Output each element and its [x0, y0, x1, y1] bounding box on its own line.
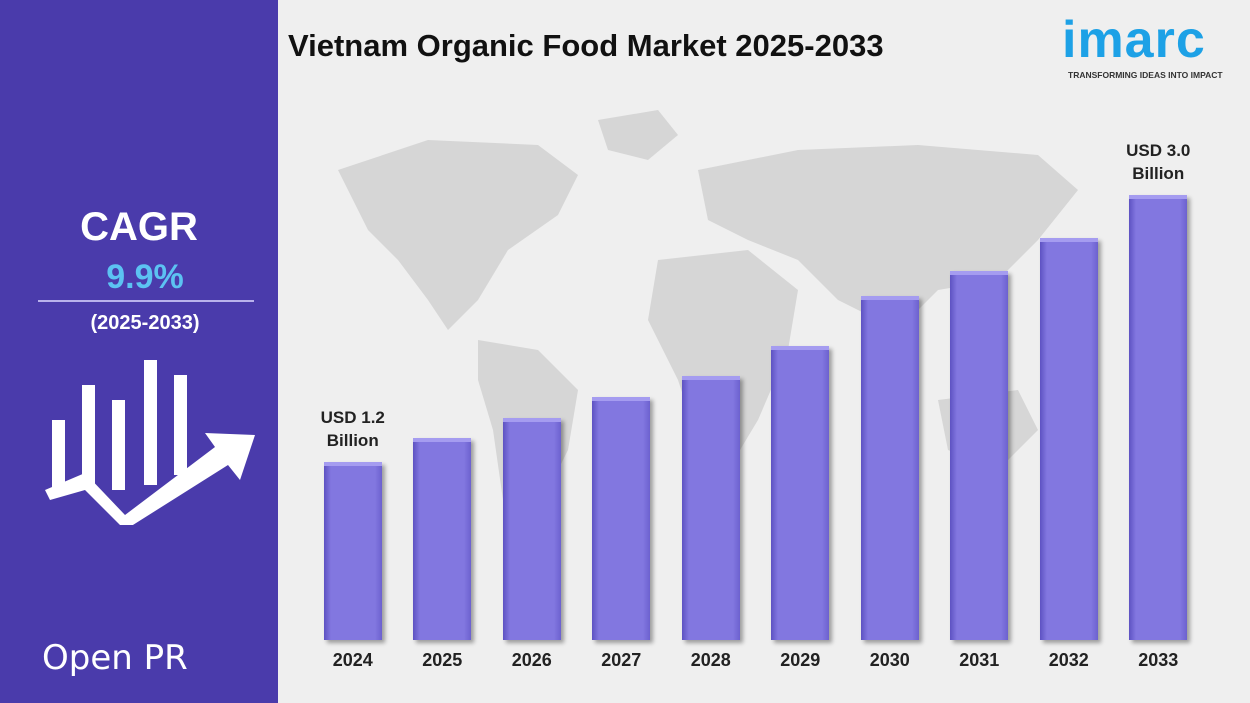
bar	[1039, 238, 1098, 640]
bar	[771, 346, 830, 640]
x-tick-label: 2026	[511, 650, 552, 670]
x-tick-label: 2032	[1048, 650, 1089, 670]
x-tick-label: 2025	[422, 650, 463, 670]
chart-title: Vietnam Organic Food Market 2025-2033	[288, 28, 884, 63]
x-tick-label: 2033	[1138, 650, 1179, 670]
bar	[950, 270, 1009, 640]
bar	[1129, 195, 1188, 640]
bar	[681, 375, 740, 640]
divider	[38, 300, 254, 302]
sidebar: CAGR 9.9% (2025-2033) Open PR	[0, 0, 278, 703]
data-label: USD 3.0 Billion	[1126, 141, 1191, 183]
cagr-period: (2025-2033)	[90, 312, 200, 334]
x-tick-label: 2027	[601, 650, 642, 670]
bar	[860, 295, 919, 640]
bar	[323, 462, 382, 640]
x-tick-label: 2031	[959, 650, 1000, 670]
x-tick-label: 2030	[869, 650, 910, 670]
logo: imarc	[1062, 11, 1206, 69]
bar	[502, 417, 561, 640]
data-label: USD 1.2 Billion	[320, 408, 385, 450]
cagr-label: CAGR	[80, 205, 198, 249]
logo-tagline: TRANSFORMING IDEAS INTO IMPACT	[1068, 70, 1223, 80]
bar	[592, 396, 651, 640]
growth-icon	[45, 360, 255, 525]
cagr-value: 9.9%	[106, 258, 184, 296]
bar	[413, 438, 472, 640]
x-tick-label: 2029	[780, 650, 821, 670]
source: Open PR	[42, 638, 188, 678]
x-tick-label: 2024	[332, 650, 373, 670]
x-tick-label: 2028	[690, 650, 731, 670]
